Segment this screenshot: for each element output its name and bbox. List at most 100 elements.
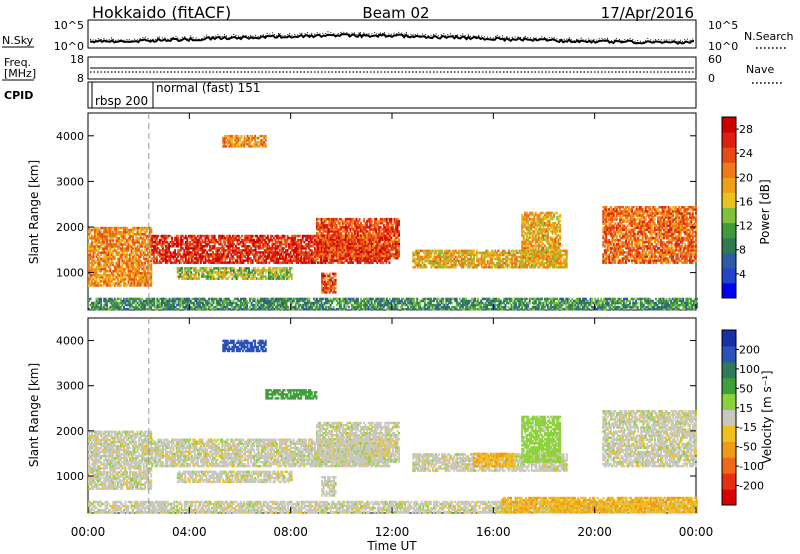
echo-cell [94,237,96,240]
echo-cell [138,303,141,307]
echo-cell [135,271,137,275]
echo-cell [550,303,552,307]
echo-cell [404,303,407,307]
echo-cell [407,297,410,301]
echo-cell [165,301,168,305]
echo-cell [507,301,510,305]
echo-cell [118,247,121,250]
echo-cell [94,226,96,230]
echo-cell [323,307,326,311]
echo-cell [106,284,109,287]
echo-cell [378,307,381,311]
echo-cell [113,267,116,271]
echo-cell [100,267,103,271]
echo-cell [351,305,353,309]
echo-cell [597,301,600,305]
echo-cell [466,307,469,311]
echo-cell [104,284,107,287]
echo-cell [533,307,536,311]
echo-cell [648,301,651,305]
echo-cell [115,232,118,236]
echo-cell [97,305,99,309]
echo-cell [113,265,116,269]
echo-cell [151,299,154,303]
echo-cell [668,307,671,311]
echo-cell [300,307,303,311]
echo-cell [506,299,508,303]
echo-cell [115,305,118,309]
echo-cell [233,305,236,309]
echo-cell [314,305,317,309]
echo-cell [588,307,590,311]
echo-cell [238,305,241,309]
echo-cell [132,251,134,254]
echo-cell [686,301,689,305]
echo-cell [185,301,188,305]
echo-cell [297,301,300,305]
echo-cell [647,299,650,303]
echo-cell [165,303,168,307]
echo-cell [104,299,107,303]
echo-cell [135,307,137,311]
echo-cell [673,299,676,303]
echo-cell [98,237,101,240]
echo-cell [572,299,575,303]
echo-cell [258,299,261,303]
echo-cell [388,261,391,264]
echo-cell [423,297,426,301]
echo-cell [416,297,419,301]
echo-cell [107,284,110,287]
echo-cell [357,301,359,305]
echo-cell [116,274,119,277]
echo-cell [528,301,531,305]
echo-cell [443,307,446,311]
echo-cell [124,232,127,236]
echo-cell [262,299,265,303]
echo-cell [430,299,432,303]
echo-cell [132,265,134,269]
echo-cell [568,307,571,311]
echo-cell [591,301,593,305]
echo-cell [124,269,127,273]
echo-cell [351,299,353,303]
echo-cell [632,305,635,309]
echo-cell [103,253,106,256]
echo-cell [682,303,685,307]
echo-cell [489,307,492,311]
echo-cell [130,228,133,232]
echo-cell [632,297,635,301]
echo-cell [402,307,405,311]
echo-cell [665,299,668,303]
date-label: 17/Apr/2016 [601,4,694,22]
echo-cell [164,307,166,311]
echo-cell [287,299,289,303]
echo-cell [202,299,204,303]
echo-cell [106,305,109,309]
echo-cell [667,299,669,303]
echo-cell [337,297,340,301]
echo-cell [186,305,189,309]
echo-cell [647,301,650,305]
echo-cell [217,303,220,307]
echo-cell [267,299,270,303]
echo-cell [261,299,264,303]
echo-cell [597,305,600,309]
echo-cell [91,261,93,265]
echo-cell [104,228,107,232]
echo-cell [188,299,191,303]
echo-cell [130,241,133,244]
echo-cell [516,297,519,301]
echo-cell [674,299,677,303]
echo-cell [589,303,592,307]
echo-cell [132,301,134,305]
echo-cell [186,297,189,301]
echo-cell [265,305,268,309]
echo-cell [139,265,142,269]
echo-cell [127,280,130,283]
echo-cell [109,305,112,309]
echo-cell [109,247,112,250]
echo-cell [97,284,99,287]
echo-cell [244,299,247,303]
echo-cell [472,297,475,301]
echo-cell [329,307,332,311]
